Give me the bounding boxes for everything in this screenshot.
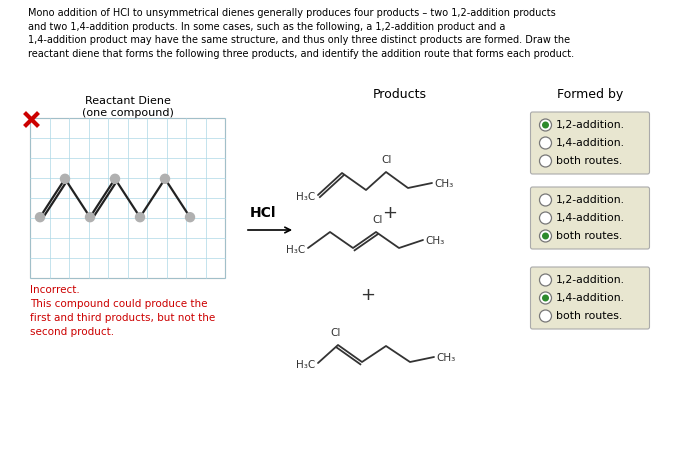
Circle shape xyxy=(539,292,552,304)
Text: H₃C: H₃C xyxy=(286,245,305,255)
Text: Products: Products xyxy=(373,88,427,101)
Text: Cl: Cl xyxy=(382,155,392,165)
Text: Reactant Diene
(one compound): Reactant Diene (one compound) xyxy=(82,96,174,117)
Text: CH₃: CH₃ xyxy=(436,353,456,363)
Circle shape xyxy=(61,174,69,183)
Text: Mono addition of HCl to unsymmetrical dienes generally produces four products – : Mono addition of HCl to unsymmetrical di… xyxy=(28,8,574,59)
Text: +: + xyxy=(383,204,398,222)
FancyBboxPatch shape xyxy=(530,267,650,329)
Text: H₃C: H₃C xyxy=(296,360,315,370)
Text: HCl: HCl xyxy=(250,206,276,220)
Circle shape xyxy=(539,137,552,149)
Text: +: + xyxy=(360,286,375,304)
Circle shape xyxy=(35,212,44,222)
Circle shape xyxy=(136,212,144,222)
Circle shape xyxy=(161,174,170,183)
Text: CH₃: CH₃ xyxy=(434,179,454,189)
Text: Cl: Cl xyxy=(331,328,341,338)
Circle shape xyxy=(86,212,95,222)
Circle shape xyxy=(539,194,552,206)
Circle shape xyxy=(542,295,549,302)
Circle shape xyxy=(539,119,552,131)
Text: both routes.: both routes. xyxy=(556,231,622,241)
Circle shape xyxy=(110,174,119,183)
Circle shape xyxy=(185,212,195,222)
Circle shape xyxy=(539,230,552,242)
Text: 1,4-addition.: 1,4-addition. xyxy=(556,293,624,303)
Circle shape xyxy=(542,122,549,129)
Text: Formed by: Formed by xyxy=(557,88,623,101)
Circle shape xyxy=(539,274,552,286)
FancyBboxPatch shape xyxy=(530,112,650,174)
Text: 1,2-addition.: 1,2-addition. xyxy=(556,120,624,130)
Circle shape xyxy=(539,212,552,224)
Text: 1,2-addition.: 1,2-addition. xyxy=(556,275,624,285)
Text: both routes.: both routes. xyxy=(556,311,622,321)
FancyBboxPatch shape xyxy=(530,187,650,249)
Bar xyxy=(30,118,225,278)
Text: 1,2-addition.: 1,2-addition. xyxy=(556,195,624,205)
Text: 1,4-addition.: 1,4-addition. xyxy=(556,138,624,148)
Circle shape xyxy=(542,233,549,240)
Text: both routes.: both routes. xyxy=(556,156,622,166)
Text: Cl: Cl xyxy=(373,215,383,225)
Circle shape xyxy=(539,310,552,322)
Text: CH₃: CH₃ xyxy=(425,236,444,246)
Text: H₃C: H₃C xyxy=(296,192,315,202)
Text: Incorrect.
This compound could produce the
first and third products, but not the: Incorrect. This compound could produce t… xyxy=(30,285,215,337)
Text: 1,4-addition.: 1,4-addition. xyxy=(556,213,624,223)
Circle shape xyxy=(539,155,552,167)
